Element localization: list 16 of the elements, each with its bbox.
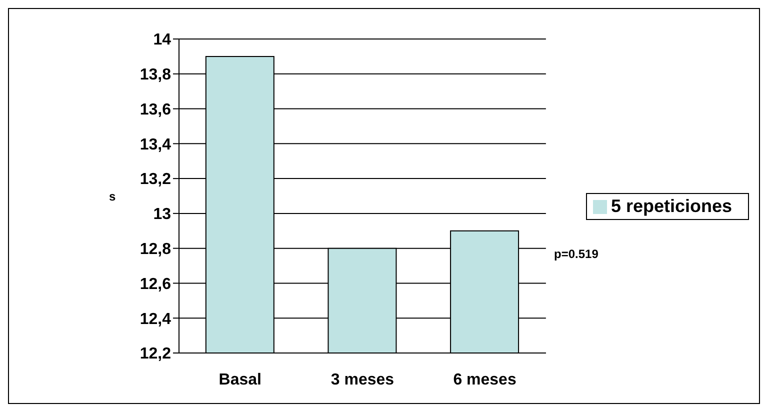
- y-tick-label: 12,2: [140, 346, 172, 363]
- y-tick-label: 13,4: [140, 136, 172, 154]
- y-axis-title: s: [109, 189, 116, 204]
- legend-label: 5 repeticiones: [610, 196, 732, 216]
- y-tick-label: 12,6: [140, 276, 172, 293]
- x-tick-label: 6 meses: [453, 371, 516, 388]
- y-tick-label: 13,2: [140, 171, 172, 188]
- y-tick-label: 13: [153, 206, 172, 224]
- y-tick-label: 14: [153, 32, 172, 49]
- text: p=0.519: [554, 247, 598, 261]
- y-tick-label: 12,8: [140, 241, 172, 258]
- y-tick-label: 13,6: [140, 101, 172, 118]
- y-tick-label: 13,8: [140, 66, 172, 84]
- x-tick-label: Basal: [218, 371, 262, 388]
- y-tick-label: 12,4: [140, 310, 172, 328]
- x-tick-label: 3 meses: [330, 371, 394, 388]
